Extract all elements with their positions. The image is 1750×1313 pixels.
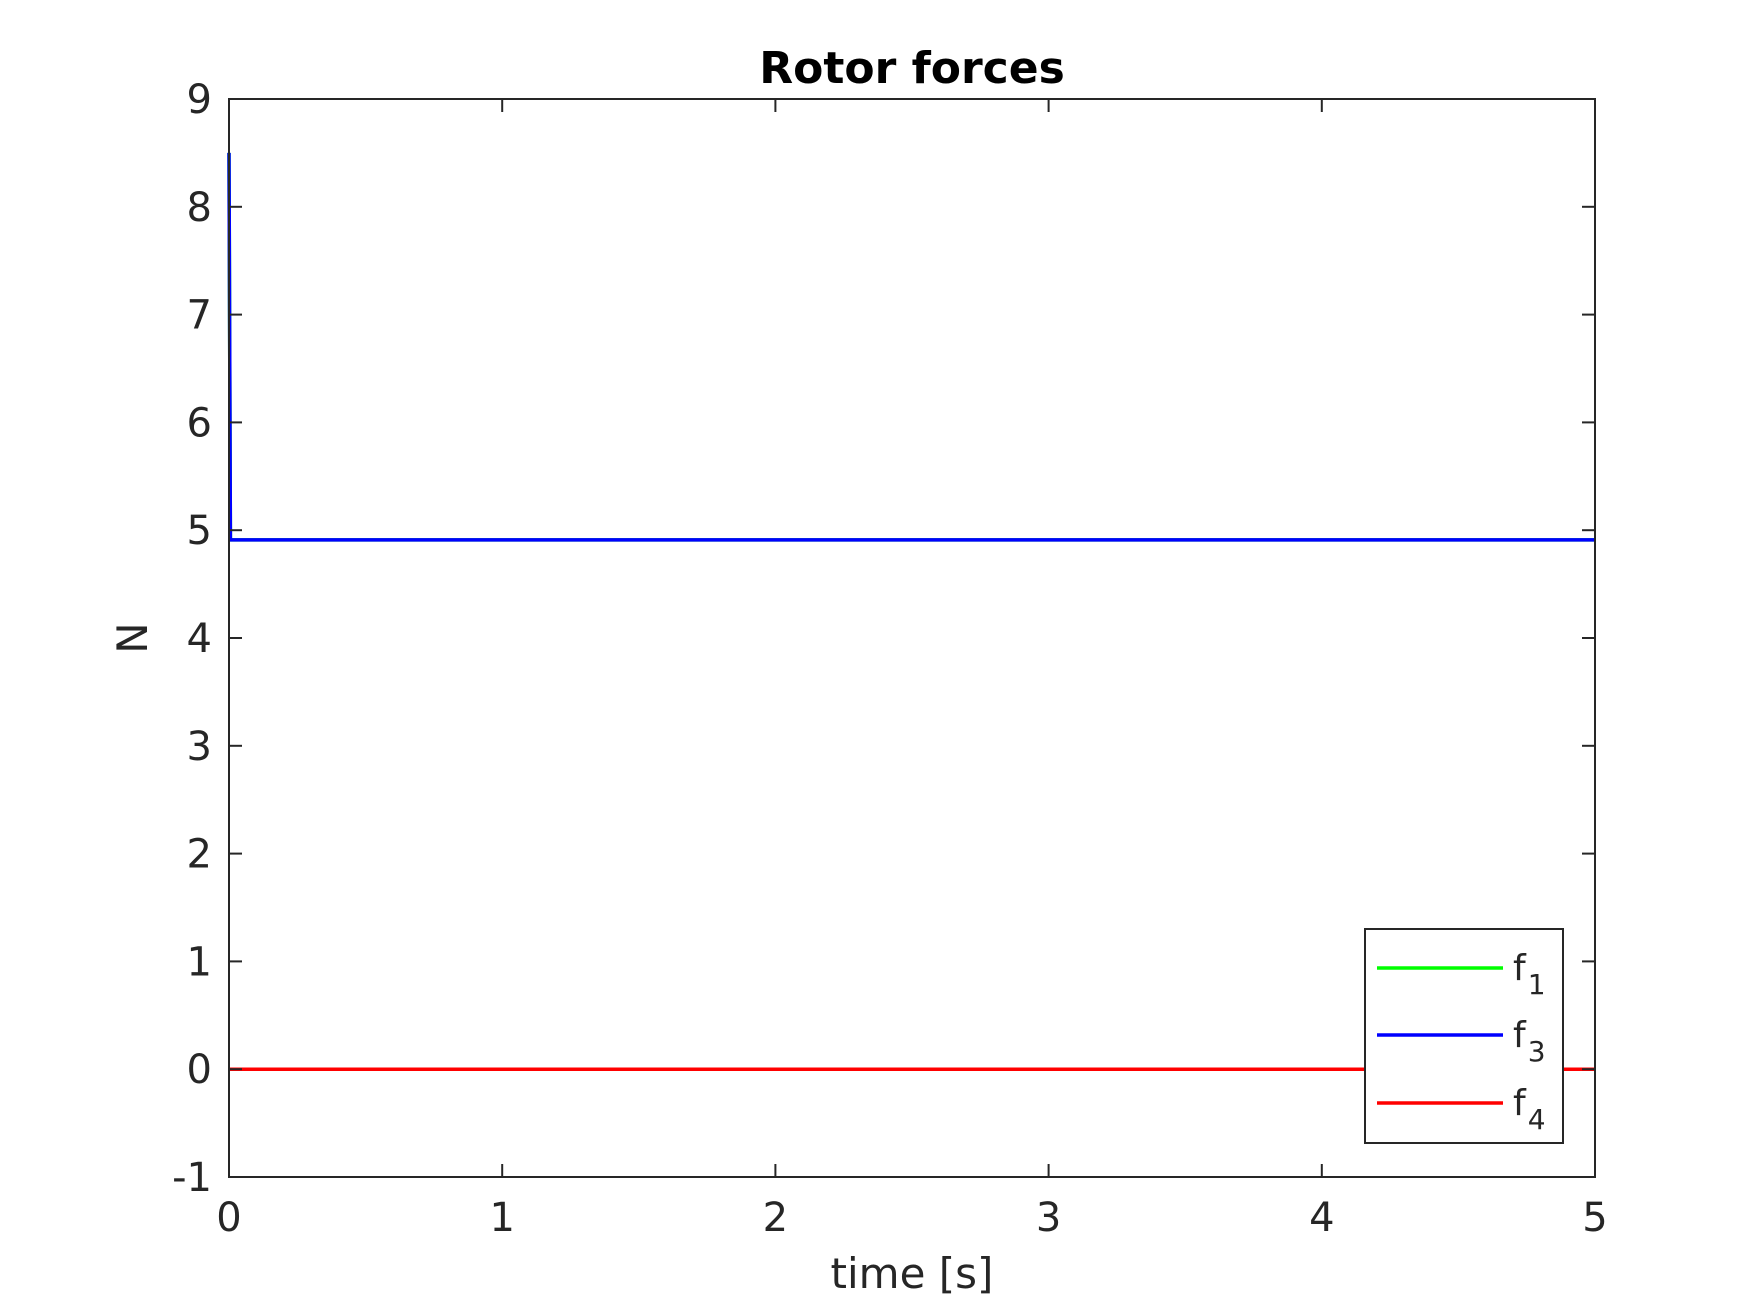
y-tick-label: -1 [172, 1155, 212, 1201]
x-tick-label: 2 [763, 1195, 788, 1241]
y-tick-label: 1 [187, 939, 212, 985]
y-tick-label: 7 [187, 293, 212, 339]
y-tick-label: 6 [187, 400, 212, 446]
y-tick-label: 4 [187, 616, 212, 662]
x-tick-label: 4 [1309, 1195, 1334, 1241]
y-tick-label: 3 [187, 724, 212, 770]
legend-label-f4: f4 [1513, 1083, 1546, 1136]
y-tick-label: 0 [187, 1047, 212, 1093]
y-tick-label: 8 [187, 185, 212, 231]
legend-subscript-f3: 3 [1528, 1035, 1546, 1068]
x-tick-label: 1 [489, 1195, 514, 1241]
chart-title: Rotor forces [759, 43, 1065, 94]
x-tick-label: 5 [1582, 1195, 1607, 1241]
y-tick-label: 5 [187, 508, 212, 554]
y-tick-label: 9 [187, 77, 212, 123]
y-axis-label: N [108, 622, 157, 653]
x-tick-label: 0 [216, 1195, 241, 1241]
x-tick-label: 3 [1036, 1195, 1061, 1241]
legend-subscript-f1: 1 [1528, 968, 1546, 1001]
y-tick-label: 2 [187, 832, 212, 878]
x-axis-label: time [s] [831, 1249, 994, 1298]
legend-subscript-f4: 4 [1528, 1103, 1546, 1136]
